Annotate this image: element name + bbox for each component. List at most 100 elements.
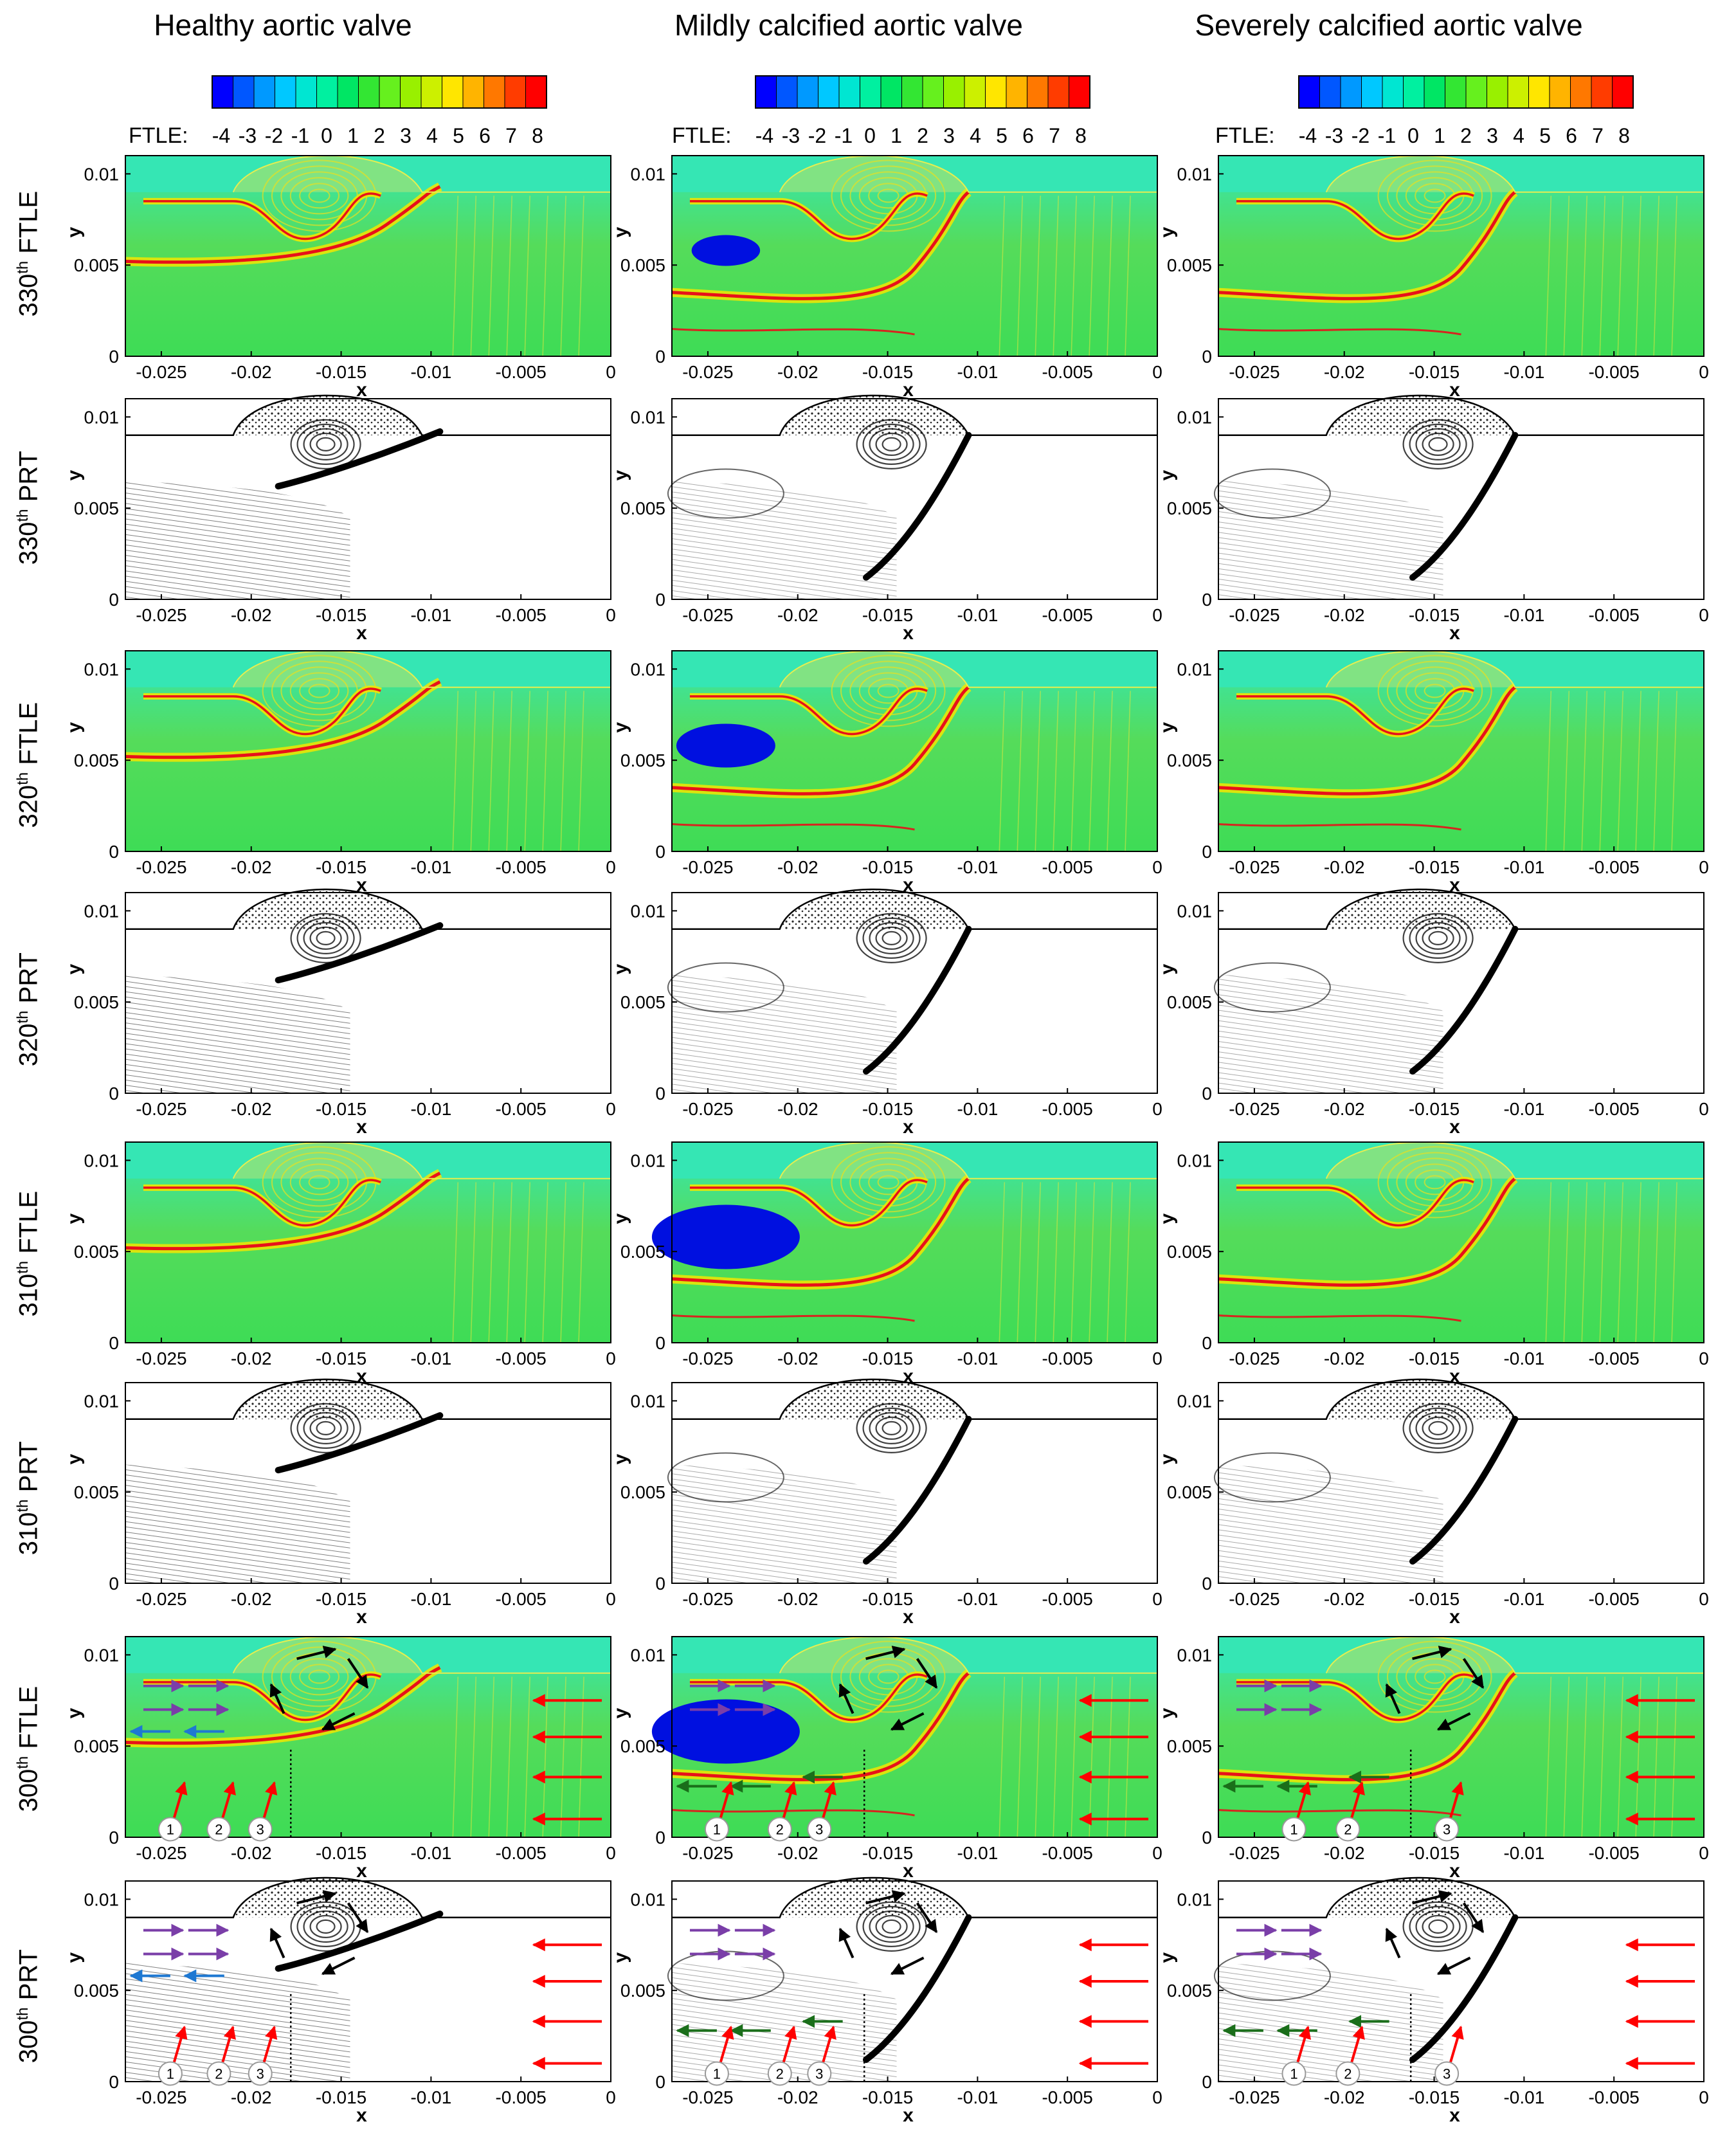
prt-vortex-ring [303,1412,348,1445]
ftle-streak [1671,1182,1677,1343]
x-tick-label: -0.015 [316,1843,366,1863]
ftle-streak [1071,1676,1077,1838]
plot-frame [1218,1880,1704,2082]
colorbar-swatch [1465,75,1488,109]
aortic-wall [1218,1876,1704,1918]
vortex-streak [289,1163,349,1201]
ftle-streak [1017,195,1024,357]
prt-vortex-ring [1415,1910,1461,1943]
x-tick-label: -0.005 [495,1589,546,1609]
y-axis-label: y [1157,1213,1178,1224]
y-tick-label: 0.01 [84,407,120,427]
vortex-streak [308,684,330,698]
prt-vortex-ring [875,926,908,950]
colorbar-tick-label: 3 [1487,124,1498,147]
y-tick-label: 0.01 [84,1391,120,1411]
x-tick-label: -0.005 [1042,1349,1092,1368]
x-tick-label: -0.02 [777,605,818,625]
x-tick-label: 0 [606,362,616,382]
y-tick-label: 0.005 [620,1736,665,1756]
aortic-wall [125,1876,611,1918]
y-tick-label: 0.01 [1177,659,1213,679]
ftle-streak [488,1676,494,1838]
colorbar-swatch [504,75,527,109]
colorbar-swatch [525,75,547,109]
black-vortex-arrow [321,1712,356,1731]
red-marker-arrow [782,1781,797,1819]
ftle-streak [1053,691,1059,852]
x-tick-label: 0 [1699,1349,1709,1368]
x-tick-label: -0.005 [1588,605,1639,625]
red-marker-arrow [262,2025,278,2063]
prt-vortex-ring [316,437,336,452]
x-tick-label: -0.015 [1409,362,1460,382]
x-tick-label: -0.025 [136,1843,186,1863]
vortex-streak [1424,684,1446,698]
prt-vortex-ring [290,419,361,470]
ftle-streak [1599,1182,1605,1343]
x-tick-label: -0.025 [1229,362,1279,382]
plot-frame [671,155,1158,357]
ftle-streak [1635,1676,1641,1838]
ftle-streak [578,195,584,357]
prt-vortex-ring [1428,931,1448,946]
ftle-ridge [125,680,441,759]
x-tick-label: 0 [606,1589,616,1609]
ftle-streak [524,1182,530,1343]
ftle-panel: -0.025 -0.02 -0.015 -0.01 -0.005 0 0 0.005 0.01 x… [610,1636,1162,1882]
plot-frame [1218,1382,1704,1584]
prt-panel: -0.025 -0.02 -0.015 -0.01 -0.005 0 0 0.005 0.01 x… [1157,1876,1709,2126]
prt-particle-streaks [125,1963,350,2082]
prt-vortex-ring [1422,432,1454,457]
colorbar-tick-label: 1 [891,124,902,147]
x-tick-label: -0.015 [862,1349,913,1368]
ftle-streak [560,1182,566,1343]
numbered-marker-label: 3 [815,1821,823,1837]
plot-frame [1218,650,1704,852]
numbered-marker [248,2061,273,2086]
x-tick-label: -0.02 [1324,605,1365,625]
ftle-ridge [689,687,928,736]
colorbar-tick-label: 5 [996,124,1008,147]
ftle-ridge [689,1673,928,1722]
ftle-streak [1035,1182,1041,1343]
ftle-streak [1071,1182,1077,1343]
numbered-marker [1434,2061,1460,2086]
colorbar-swatch [1382,75,1404,109]
x-tick-label: -0.02 [1324,1589,1365,1609]
colorbar-swatch [901,75,923,109]
x-tick-label: -0.01 [410,1589,451,1609]
y-tick-label: 0.005 [620,992,665,1012]
colorbar-swatch [1361,75,1383,109]
x-axis-label: x [1449,1860,1460,1882]
ftle-streak [1653,1182,1659,1343]
prt-particle-streaks [125,974,350,1093]
ftle-streak [1053,1676,1059,1838]
colorbar-swatch [776,75,798,109]
x-tick-label: -0.025 [136,857,186,877]
vortex-streak [840,660,937,722]
y-tick-label: 0 [1202,2072,1212,2092]
valve-leaflet [1409,1914,1519,2063]
y-axis-label: y [1157,226,1178,237]
colorbar-label: FTLE: [129,123,188,148]
colorbar-tick-label: -1 [291,124,309,147]
vortex-streak [308,1669,330,1684]
valve-leaflet [275,428,444,490]
x-tick-label: -0.015 [862,857,913,877]
y-tick-label: 0.005 [74,750,119,770]
x-tick-label: -0.015 [1409,2087,1460,2107]
ftle-panel: -0.025 -0.02 -0.015 -0.01 -0.005 0 0 0.005 0.01 x… [64,155,616,401]
ftle-streak [1545,1676,1552,1838]
y-axis-label: y [1157,1707,1178,1718]
x-tick-label: -0.02 [1324,362,1365,382]
valve-leaflet [275,922,444,984]
prt-vortex-ring [296,1407,355,1449]
ftle-ridge [1218,686,1516,795]
x-tick-label: -0.01 [1503,857,1544,877]
black-vortex-arrow [865,1890,906,1905]
y-axis-label: y [610,1707,631,1718]
y-axis-label: y [64,963,85,974]
prt-vortex-ring [1428,1421,1448,1436]
prt-sinus-particles [672,889,969,929]
